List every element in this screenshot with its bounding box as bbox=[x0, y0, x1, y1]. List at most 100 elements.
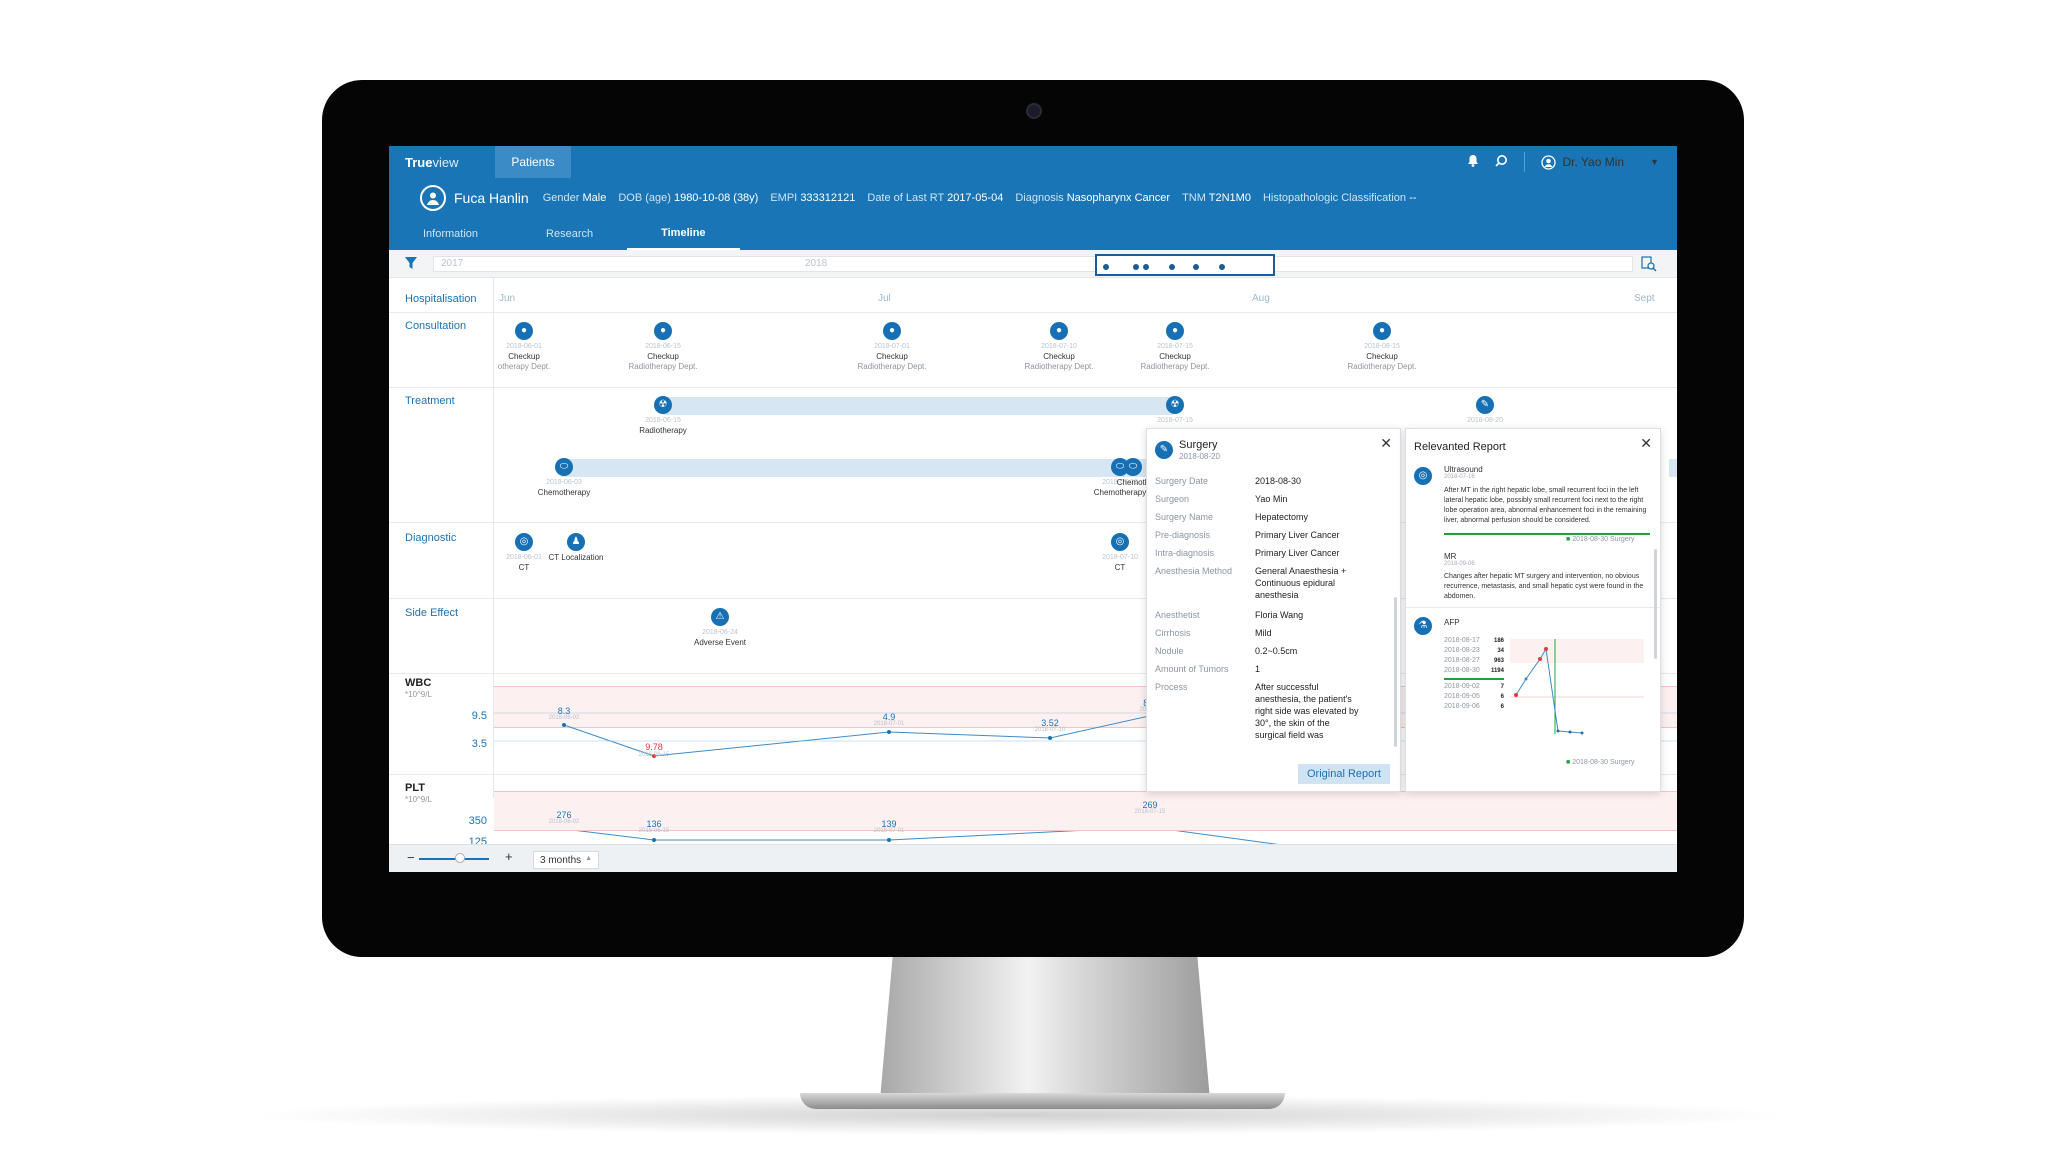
user-name: Dr. Yao Min bbox=[1562, 155, 1625, 169]
treatment-event-radiotherapy-end[interactable]: ☢ 2018-07-15 bbox=[1110, 396, 1240, 426]
plt-date: 2018-07-15 bbox=[1134, 809, 1166, 815]
zoom-slider[interactable] bbox=[419, 858, 489, 860]
consultation-event[interactable]: ● 2018-06-15 Checkup Radiotherapy Dept. bbox=[598, 322, 728, 372]
tab-patients[interactable]: Patients bbox=[495, 146, 571, 178]
row-label-treatment: Treatment bbox=[405, 395, 455, 407]
chemotherapy-duration-bar[interactable] bbox=[1669, 459, 1677, 477]
tab-timeline[interactable]: Timeline bbox=[627, 218, 740, 250]
afp-point bbox=[1544, 647, 1548, 651]
diagnostic-event[interactable]: ◎ 2018-06-01 CT bbox=[459, 533, 589, 573]
consultation-event[interactable]: ● 2018-06-01 Checkup otherapy Dept. bbox=[459, 322, 589, 372]
zoom-in-button[interactable]: + bbox=[505, 849, 513, 864]
month-label: Aug bbox=[1252, 293, 1270, 304]
search-icon[interactable] bbox=[1495, 154, 1508, 170]
surgery-detail-row: Process After successful anesthesia, the … bbox=[1155, 682, 1359, 740]
scalpel-icon: ✎ bbox=[1476, 396, 1494, 414]
zoom-slider-handle[interactable] bbox=[455, 853, 465, 863]
top-bar: Trueview bbox=[389, 146, 1677, 178]
patient-field-tnm: TNM T2N1M0 bbox=[1182, 192, 1251, 204]
event-dot bbox=[1193, 264, 1199, 270]
monitor-stand bbox=[880, 950, 1210, 1100]
plt-tick: 125 bbox=[468, 836, 487, 844]
time-range-track[interactable] bbox=[433, 256, 1633, 272]
wbc-tick: 9.5 bbox=[471, 710, 487, 722]
afp-abnormal-band bbox=[1510, 639, 1644, 663]
surgery-detail-row: Amount of Tumors 1 bbox=[1155, 664, 1261, 674]
patient-field-dob: DOB (age) 1980-10-08 (38y) bbox=[618, 192, 759, 204]
plt-date: 2018-06-02 bbox=[548, 819, 580, 825]
scrollbar[interactable] bbox=[1654, 549, 1657, 659]
time-range-selector[interactable] bbox=[1095, 254, 1275, 276]
zoom-search-icon[interactable] bbox=[1641, 256, 1657, 275]
zoom-range-select[interactable]: 3 months ▲ bbox=[533, 851, 599, 869]
month-label: Sept bbox=[1634, 293, 1655, 304]
bell-icon[interactable] bbox=[1467, 154, 1479, 170]
wbc-value: 4.9 bbox=[882, 712, 896, 722]
diagnostic-event[interactable]: ◎ 2018-07-10 CT bbox=[1055, 533, 1185, 573]
zoom-bar: − + 3 months ▲ bbox=[389, 844, 1677, 872]
patient-header: Fuca Hanlin Gender Male DOB (age) 1980-1… bbox=[389, 178, 1677, 218]
close-icon[interactable]: ✕ bbox=[1380, 435, 1392, 451]
original-report-button[interactable]: Original Report bbox=[1298, 764, 1390, 784]
row-divider bbox=[389, 598, 1677, 599]
afp-point bbox=[1524, 677, 1528, 681]
radiation-icon: ☢ bbox=[1166, 396, 1184, 414]
tab-information[interactable]: Information bbox=[423, 228, 479, 240]
scan-icon: ◎ bbox=[515, 533, 533, 551]
surgery-popup-date: 2018-08-20 bbox=[1179, 452, 1220, 461]
event-dot bbox=[1143, 264, 1149, 270]
row-label-hospitalisation: Hospitalisation bbox=[405, 293, 477, 305]
afp-point bbox=[1514, 693, 1518, 697]
afp-point bbox=[1580, 731, 1584, 735]
wbc-point bbox=[562, 723, 566, 727]
tab-research[interactable]: Research bbox=[546, 228, 594, 240]
surgery-detail-row: Surgery Date 2018-08-30 bbox=[1155, 476, 1302, 486]
treatment-event-chemotherapy[interactable]: ⬭ 2018-06-03 Chemotherapy bbox=[499, 458, 629, 498]
plt-value: 139 bbox=[881, 819, 897, 829]
wbc-date: 2018-06-15 bbox=[638, 752, 670, 758]
consultation-event[interactable]: ● 2018-07-15 Checkup Radiotherapy Dept. bbox=[1110, 322, 1240, 372]
treatment-event-chemotherapy[interactable]: ⬭ Chemoth bbox=[1112, 458, 1154, 488]
plt-date: 2018-07-01 bbox=[873, 828, 905, 834]
scrollbar[interactable] bbox=[1394, 597, 1397, 747]
radiation-icon: ☢ bbox=[654, 396, 672, 414]
treatment-event-radiotherapy[interactable]: ☢ 2018-06-15 Radiotherapy bbox=[598, 396, 728, 436]
treatment-event-surgery[interactable]: ✎ 2018-08-20 bbox=[1420, 396, 1550, 426]
zoom-out-button[interactable]: − bbox=[407, 850, 415, 865]
wbc-date: 2018-07-10 bbox=[1034, 727, 1066, 733]
chemotherapy-duration-bar[interactable] bbox=[561, 459, 1169, 477]
filter-icon[interactable] bbox=[405, 257, 417, 273]
diagnostic-event[interactable]: ♟ CT Localization bbox=[511, 533, 641, 563]
surgery-marker-label: ■ 2018-08-30 Surgery bbox=[1566, 536, 1635, 543]
afp-row: 2018-08-30 1194 bbox=[1444, 667, 1504, 674]
chevron-down-icon[interactable]: ▼ bbox=[1650, 157, 1659, 167]
consultation-event[interactable]: ● 2018-08-15 Checkup Radiotherapy Dept. bbox=[1317, 322, 1447, 372]
camera-icon bbox=[1026, 103, 1042, 119]
user-menu[interactable]: Dr. Yao Min bbox=[1541, 154, 1625, 170]
event-dot bbox=[1133, 264, 1139, 270]
side-effect-event[interactable]: ⚠ 2018-06-24 Adverse Event bbox=[655, 608, 785, 648]
surgery-detail-row: Anesthesia Method General Anaesthesia + C… bbox=[1155, 566, 1347, 600]
plt-tick: 350 bbox=[468, 815, 487, 827]
pill-icon: ⬭ bbox=[555, 458, 573, 476]
consultation-event[interactable]: ● 2018-07-01 Checkup Radiotherapy Dept. bbox=[827, 322, 957, 372]
doctor-icon: ● bbox=[1050, 322, 1068, 340]
user-avatar-icon bbox=[1541, 154, 1557, 170]
wbc-value-abnormal: 9.78 bbox=[645, 742, 663, 752]
consultation-event[interactable]: ● 2018-07-10 Checkup Radiotherapy Dept. bbox=[994, 322, 1124, 372]
patient-field-gender: Gender Male bbox=[542, 192, 607, 204]
ultrasound-date: 2018-07-16 bbox=[1444, 474, 1475, 480]
radiotherapy-duration-bar[interactable] bbox=[663, 397, 1173, 415]
month-label: Jul bbox=[878, 293, 891, 304]
patient-field-histopathologic: Histopathologic Classification -- bbox=[1262, 192, 1417, 204]
row-divider bbox=[389, 387, 1677, 388]
scalpel-icon: ✎ bbox=[1155, 441, 1173, 459]
doctor-icon: ● bbox=[1373, 322, 1391, 340]
plt-point bbox=[887, 838, 891, 842]
divider bbox=[1406, 607, 1662, 608]
adverse-event-icon: ⚠ bbox=[711, 608, 729, 626]
wbc-value: 3.52 bbox=[1041, 718, 1059, 728]
row-divider bbox=[389, 673, 1677, 674]
close-icon[interactable]: ✕ bbox=[1640, 435, 1652, 451]
doctor-icon: ● bbox=[883, 322, 901, 340]
